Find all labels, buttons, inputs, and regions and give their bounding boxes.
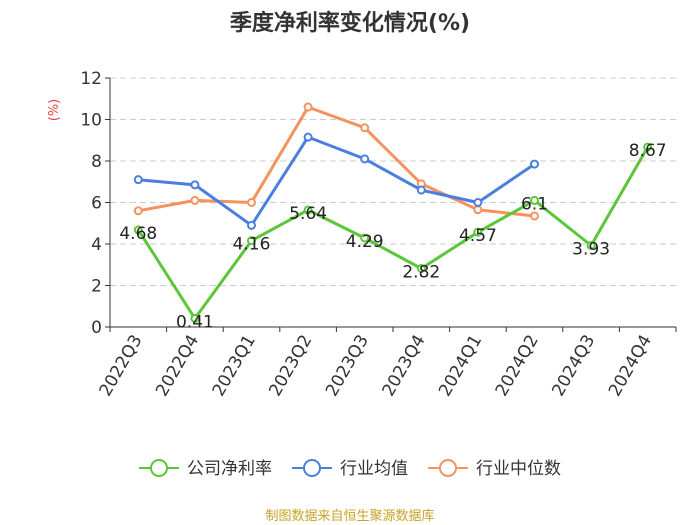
legend-marker xyxy=(439,459,457,477)
data-label: 4.16 xyxy=(233,235,271,255)
data-point xyxy=(473,198,483,207)
data-point xyxy=(360,123,370,133)
data-point xyxy=(530,211,539,221)
legend-item[interactable]: 行业均值 xyxy=(292,459,408,479)
data-label: 2.82 xyxy=(402,262,440,282)
data-point xyxy=(247,220,256,230)
data-point xyxy=(530,159,539,169)
legend-label: 公司净利率 xyxy=(187,459,272,479)
legend-item[interactable]: 公司净利率 xyxy=(139,459,272,479)
y-tick-label: 0 xyxy=(91,318,102,338)
x-tick-label: 2024Q1 xyxy=(435,332,486,400)
x-tick-label: 2023Q2 xyxy=(265,332,316,400)
data-point xyxy=(190,195,200,205)
data-point xyxy=(133,175,143,185)
y-tick-label: 2 xyxy=(91,277,102,297)
data-point xyxy=(643,142,653,152)
data-point xyxy=(360,154,370,164)
x-tick-label: 2023Q1 xyxy=(209,332,260,400)
y-tick-label: 8 xyxy=(91,152,102,172)
data-point xyxy=(190,313,200,323)
chart-title: 季度净利率变化情况(%) xyxy=(230,10,470,36)
y-tick-label: 10 xyxy=(80,111,102,131)
series-layer xyxy=(133,102,653,323)
series-line xyxy=(138,105,535,218)
legend[interactable]: 公司净利率 行业均值 行业中位数 xyxy=(139,459,561,479)
series-line xyxy=(138,135,536,227)
data-point xyxy=(303,102,313,112)
data-label: 6.1 xyxy=(521,194,548,214)
data-label: 5.64 xyxy=(289,204,327,224)
y-tick-label: 6 xyxy=(91,194,102,214)
y-tick-label: 12 xyxy=(80,69,102,89)
data-point xyxy=(247,236,256,246)
data-point xyxy=(303,205,313,215)
x-tick-label: 2023Q3 xyxy=(322,332,373,400)
data-labels: 4.68 0.41 4.16 5.64 4.29 2.82 4.57 6.1 3.93 8.67 xyxy=(119,141,666,332)
series-line xyxy=(137,146,650,320)
data-point xyxy=(133,206,143,216)
data-point xyxy=(247,198,256,207)
data-label: 4.29 xyxy=(346,232,384,252)
data-point xyxy=(473,227,483,237)
data-point xyxy=(416,263,426,273)
legend-item[interactable]: 行业中位数 xyxy=(428,459,561,479)
x-tick-label: 2024Q2 xyxy=(492,332,543,400)
x-tick-label: 2024Q4 xyxy=(605,332,656,400)
legend-label: 行业均值 xyxy=(340,459,408,479)
data-point xyxy=(190,180,200,190)
data-label: 3.93 xyxy=(572,239,610,259)
data-label: 0.41 xyxy=(176,312,214,332)
data-label: 4.68 xyxy=(119,224,157,244)
legend-marker xyxy=(303,459,321,477)
x-tick-label: 2022Q3 xyxy=(96,332,147,400)
legend-label: 行业中位数 xyxy=(476,459,561,479)
data-point xyxy=(586,240,596,250)
data-label: 4.57 xyxy=(459,226,497,246)
data-label: 8.67 xyxy=(629,141,667,161)
grid-lines xyxy=(110,77,676,286)
data-point xyxy=(133,225,143,235)
x-tick-label: 2022Q4 xyxy=(152,332,203,400)
data-point xyxy=(416,185,426,195)
legend-marker xyxy=(150,459,168,477)
data-point xyxy=(473,205,483,215)
y-tick-label: 4 xyxy=(91,235,102,255)
data-point xyxy=(303,132,313,142)
data-point xyxy=(530,195,539,205)
x-tick-label: 2023Q4 xyxy=(379,332,430,400)
x-tick-label: 2024Q3 xyxy=(548,332,599,400)
data-point xyxy=(360,233,370,243)
source-note: 制图数据来自恒生聚源数据库 xyxy=(265,508,434,524)
y-axis-label: (%) xyxy=(47,99,62,122)
